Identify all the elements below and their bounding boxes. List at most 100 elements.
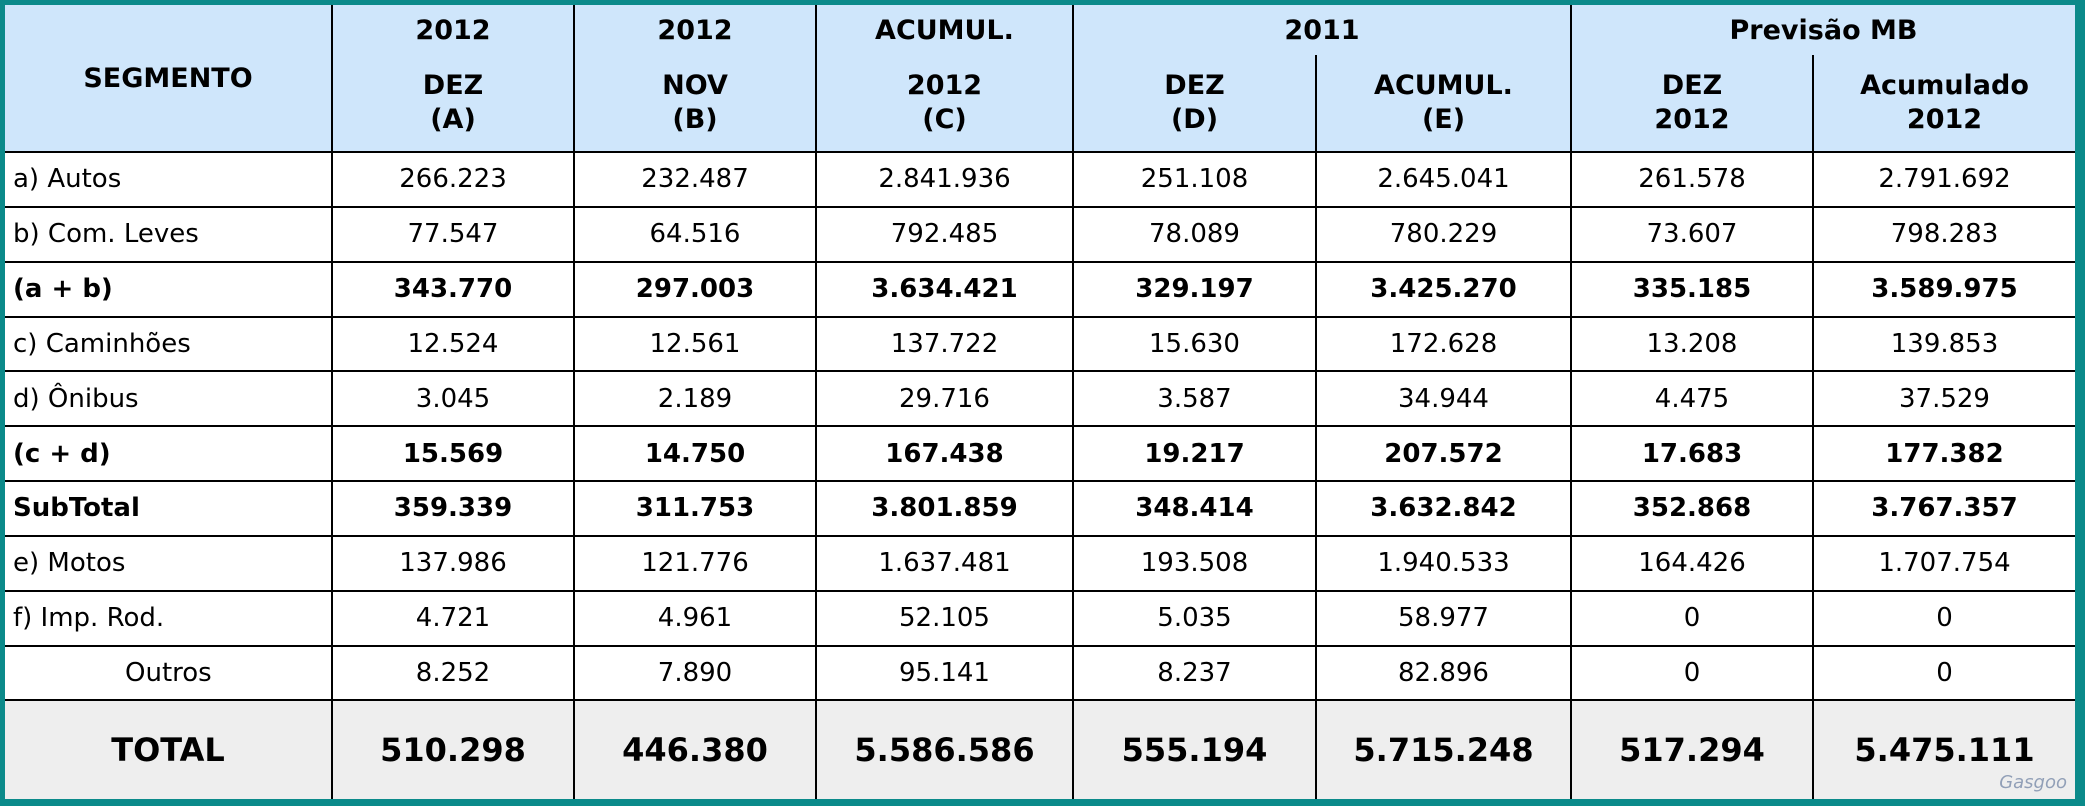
cell: 58.977: [1315, 589, 1572, 647]
row-label: a) Autos: [5, 151, 333, 208]
cell: 13.208: [1570, 315, 1814, 373]
cell: 15.630: [1072, 315, 1317, 373]
total-cell: 5.475.111: [1812, 699, 2075, 799]
table-row: d) Ônibus 3.045 2.189 29.716 3.587 34.94…: [5, 370, 2075, 428]
cell: 335.185: [1570, 260, 1814, 318]
table-row: f) Imp. Rod. 4.721 4.961 52.105 5.035 58…: [5, 589, 2075, 647]
cell: 251.108: [1072, 151, 1317, 208]
table-header: SEGMENTO 2012 2012 ACUMUL. 2011 Previsão…: [5, 5, 2075, 153]
cell: 0: [1812, 644, 2075, 702]
cell: 359.339: [331, 480, 575, 537]
sales-table-frame: SEGMENTO 2012 2012 ACUMUL. 2011 Previsão…: [5, 5, 2075, 799]
cell: 311.753: [573, 480, 817, 537]
row-label: Outros: [5, 644, 333, 702]
cell: 3.634.421: [815, 260, 1074, 318]
cell: 232.487: [573, 151, 817, 208]
cell: 348.414: [1072, 480, 1317, 537]
row-label: (a + b): [5, 260, 333, 318]
subtotal-row: (c + d) 15.569 14.750 167.438 19.217 207…: [5, 425, 2075, 483]
row-label: SubTotal: [5, 480, 333, 537]
cell: 15.569: [331, 425, 575, 483]
cell: 0: [1570, 589, 1814, 647]
total-label: TOTAL: [5, 699, 333, 799]
table-row: c) Caminhões 12.524 12.561 137.722 15.63…: [5, 315, 2075, 373]
total-row: TOTAL 510.298 446.380 5.586.586 555.194 …: [5, 699, 2075, 799]
header-col-e: ACUMUL. (E): [1315, 55, 1572, 153]
cell: 5.035: [1072, 589, 1317, 647]
cell: 2.645.041: [1315, 151, 1572, 208]
header-col-prev-acum: Acumulado 2012: [1812, 55, 2075, 153]
cell: 261.578: [1570, 151, 1814, 208]
cell: 2.189: [573, 370, 817, 428]
cell: 19.217: [1072, 425, 1317, 483]
cell: 82.896: [1315, 644, 1572, 702]
cell: 2.791.692: [1812, 151, 2075, 208]
total-cell: 5.715.248: [1315, 699, 1572, 799]
segment-header: SEGMENTO: [5, 5, 333, 152]
table-row: e) Motos 137.986 121.776 1.637.481 193.5…: [5, 534, 2075, 592]
cell: 352.868: [1570, 480, 1814, 537]
cell: 792.485: [815, 205, 1074, 263]
cell: 37.529: [1812, 370, 2075, 428]
cell: 137.722: [815, 315, 1074, 373]
cell: 177.382: [1812, 425, 2075, 483]
cell: 2.841.936: [815, 151, 1074, 208]
table-row: a) Autos 266.223 232.487 2.841.936 251.1…: [5, 151, 2075, 208]
header-acumul-c: ACUMUL.: [815, 5, 1074, 55]
header-previsao-mb: Previsão MB: [1570, 5, 2075, 55]
cell: 12.561: [573, 315, 817, 373]
header-col-d: DEZ (D): [1072, 55, 1317, 153]
table-row: b) Com. Leves 77.547 64.516 792.485 78.0…: [5, 205, 2075, 263]
total-cell: 510.298: [331, 699, 575, 799]
cell: 780.229: [1315, 205, 1572, 263]
cell: 34.944: [1315, 370, 1572, 428]
row-label: c) Caminhões: [5, 315, 333, 373]
row-label: d) Ônibus: [5, 370, 333, 428]
cell: 137.986: [331, 534, 575, 592]
cell: 343.770: [331, 260, 575, 318]
cell: 164.426: [1570, 534, 1814, 592]
cell: 12.524: [331, 315, 575, 373]
cell: 1.707.754: [1812, 534, 2075, 592]
cell: 3.632.842: [1315, 480, 1572, 537]
cell: 77.547: [331, 205, 575, 263]
cell: 4.721: [331, 589, 575, 647]
cell: 73.607: [1570, 205, 1814, 263]
cell: 1.637.481: [815, 534, 1074, 592]
cell: 207.572: [1315, 425, 1572, 483]
table-body: a) Autos 266.223 232.487 2.841.936 251.1…: [5, 151, 2075, 799]
cell: 8.252: [331, 644, 575, 702]
cell: 4.961: [573, 589, 817, 647]
cell: 52.105: [815, 589, 1074, 647]
cell: 7.890: [573, 644, 817, 702]
header-year-b: 2012: [573, 5, 817, 55]
cell: 167.438: [815, 425, 1074, 483]
cell: 193.508: [1072, 534, 1317, 592]
cell: 329.197: [1072, 260, 1317, 318]
cell: 3.425.270: [1315, 260, 1572, 318]
cell: 8.237: [1072, 644, 1317, 702]
cell: 3.589.975: [1812, 260, 2075, 318]
header-year-a: 2012: [331, 5, 575, 55]
cell: 78.089: [1072, 205, 1317, 263]
row-label: e) Motos: [5, 534, 333, 592]
header-col-a: DEZ (A): [331, 55, 575, 153]
cell: 297.003: [573, 260, 817, 318]
cell: 798.283: [1812, 205, 2075, 263]
header-col-prev-dez: DEZ 2012: [1570, 55, 1814, 153]
row-label: (c + d): [5, 425, 333, 483]
subtotal-row: SubTotal 359.339 311.753 3.801.859 348.4…: [5, 480, 2075, 537]
total-cell: 555.194: [1072, 699, 1317, 799]
cell: 139.853: [1812, 315, 2075, 373]
cell: 266.223: [331, 151, 575, 208]
cell: 0: [1812, 589, 2075, 647]
cell: 1.940.533: [1315, 534, 1572, 592]
cell: 17.683: [1570, 425, 1814, 483]
watermark-logo: Gasgoo: [1999, 772, 2067, 793]
cell: 64.516: [573, 205, 817, 263]
cell: 3.045: [331, 370, 575, 428]
total-cell: 446.380: [573, 699, 817, 799]
row-label: f) Imp. Rod.: [5, 589, 333, 647]
header-col-b: NOV (B): [573, 55, 817, 153]
header-col-c: 2012 (C): [815, 55, 1074, 153]
